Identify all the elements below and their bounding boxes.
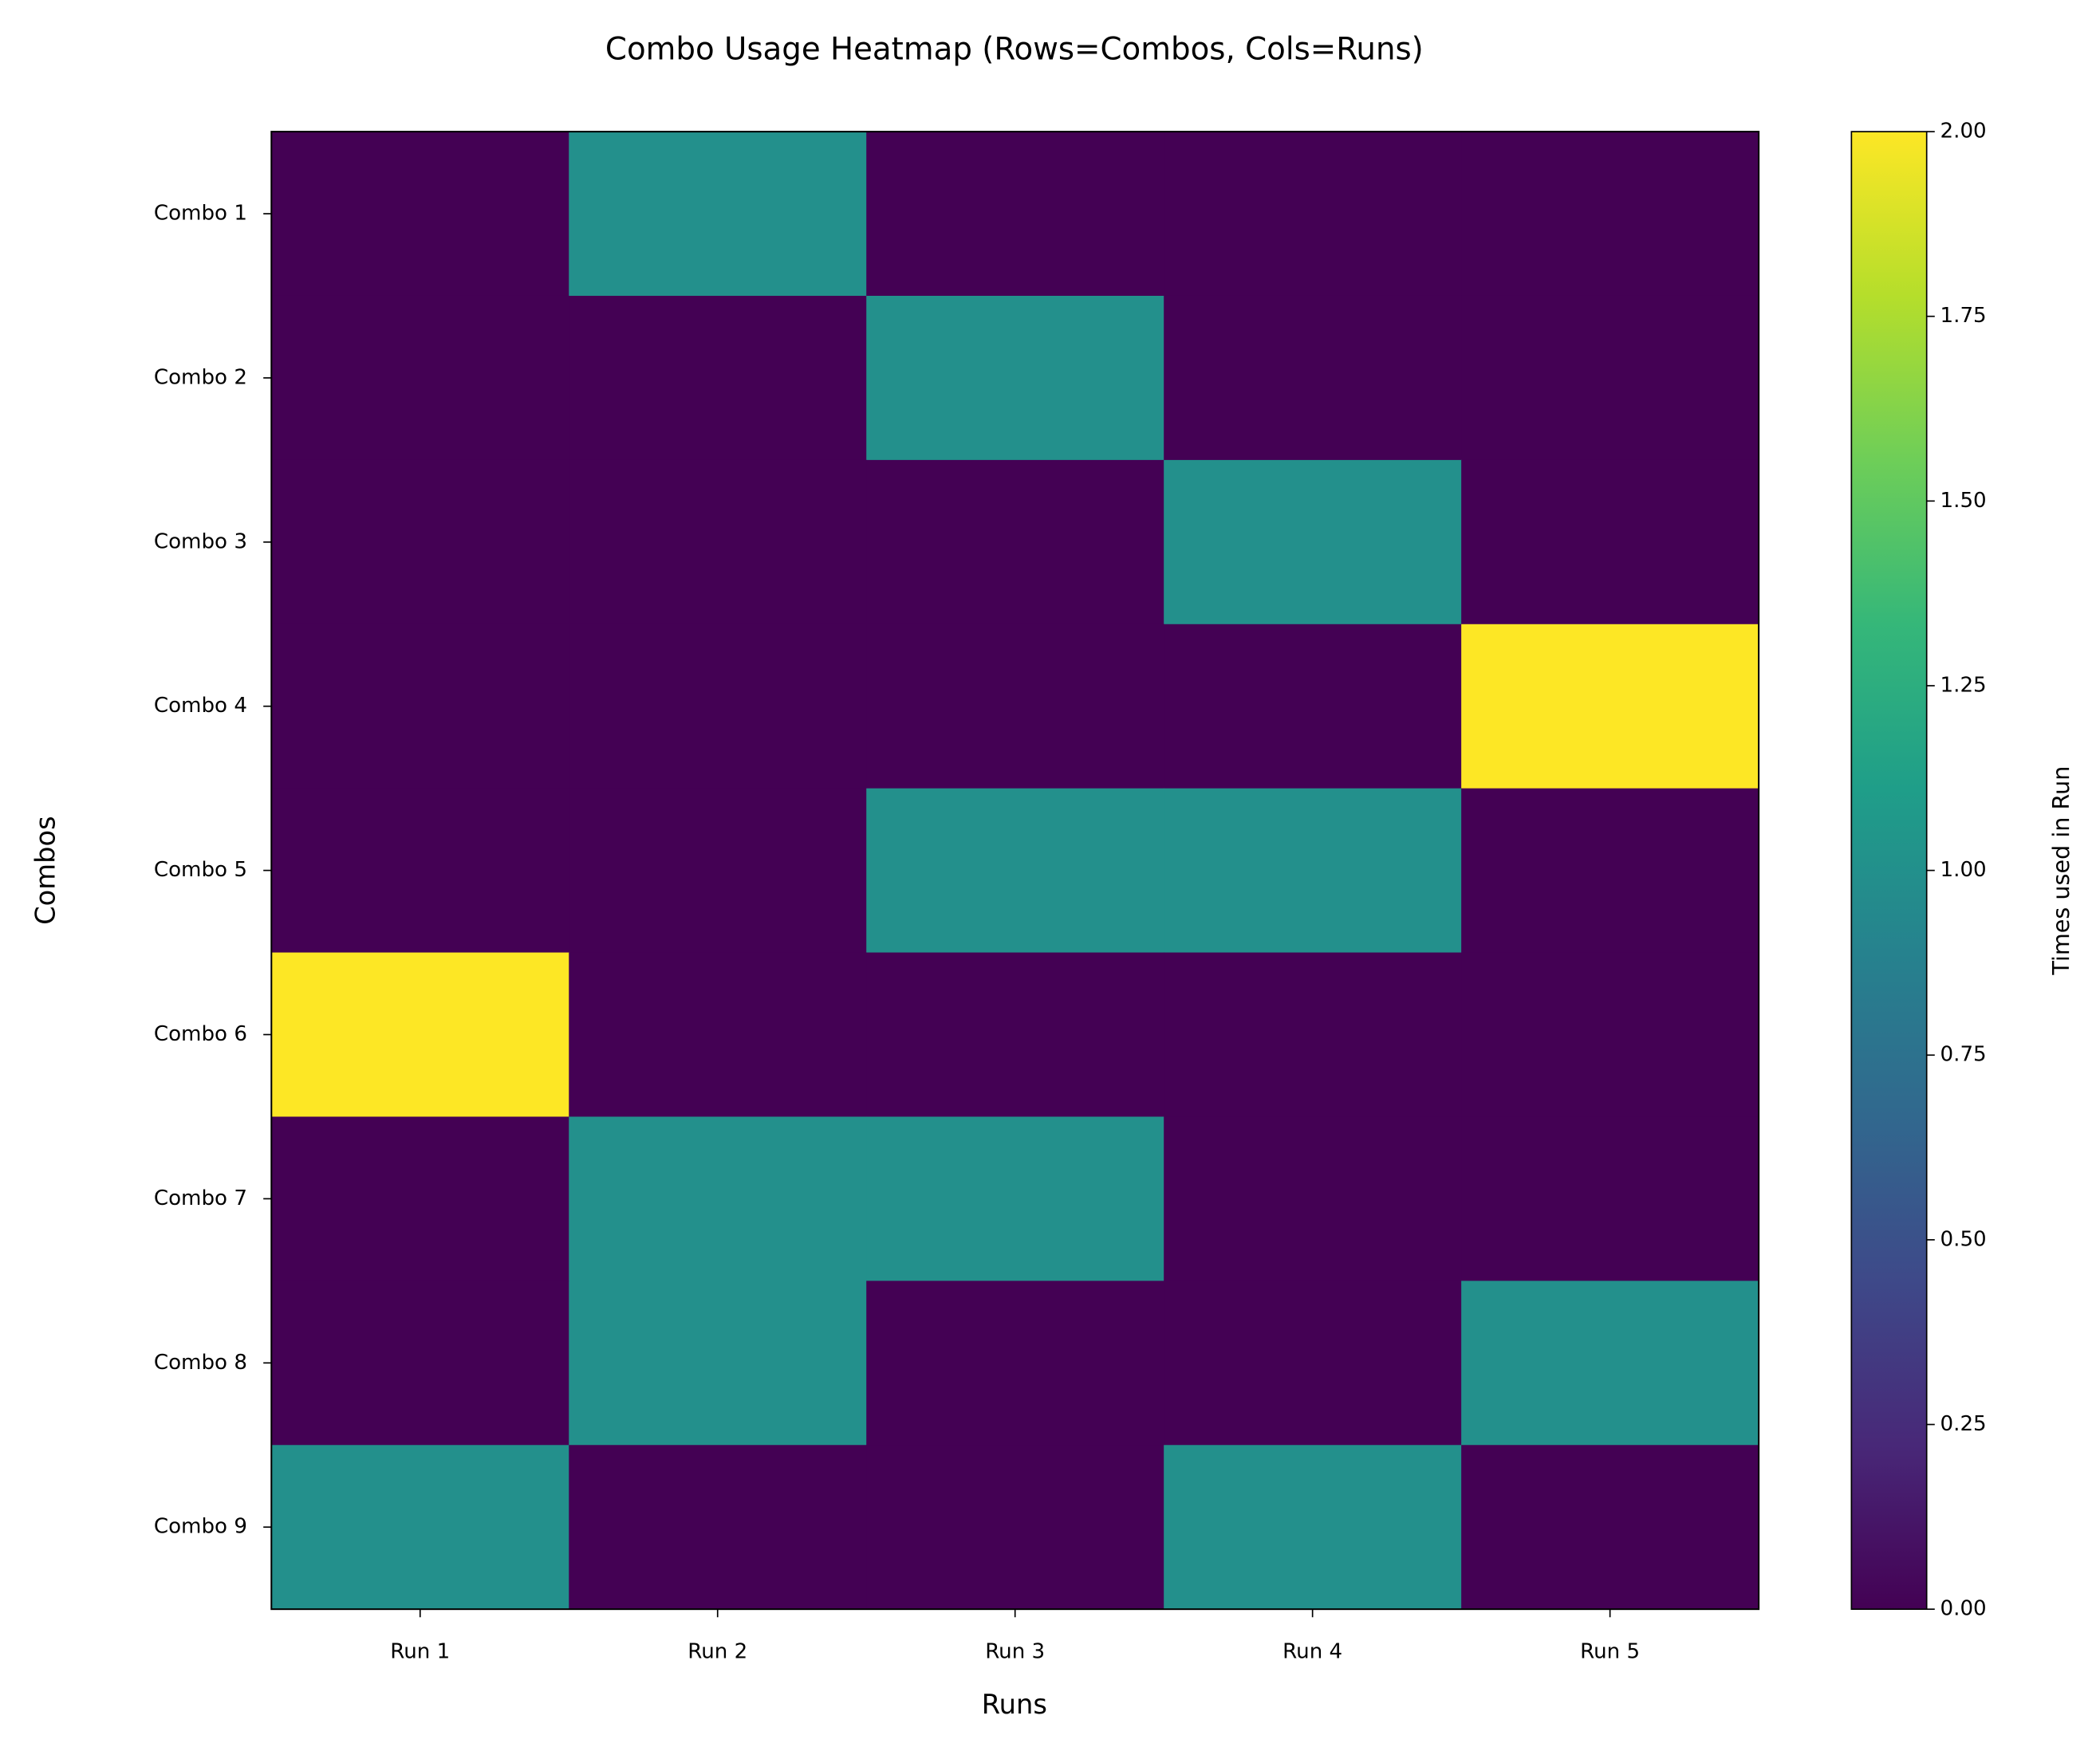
y-tick-label: Combo 2	[154, 365, 247, 389]
x-tick-label: Run 4	[1282, 1640, 1342, 1664]
heatmap-cell	[1461, 1116, 1759, 1282]
heatmap-cell	[1164, 132, 1462, 297]
y-tick-label: Combo 5	[154, 858, 247, 882]
heatmap-cell	[866, 624, 1165, 789]
colorbar-tick-label: 1.75	[1940, 304, 1987, 328]
colorbar-title: Times used in Run	[2047, 766, 2074, 976]
heatmap-cell	[866, 1281, 1165, 1446]
heatmap-cell	[569, 952, 868, 1118]
heatmap-cell	[1164, 624, 1462, 789]
y-tick-label: Combo 4	[154, 694, 247, 718]
colorbar	[1850, 131, 1928, 1611]
heatmap-cell	[1461, 788, 1759, 954]
colorbar-tick-label: 0.75	[1940, 1043, 1987, 1067]
heatmap-cell	[866, 132, 1165, 297]
heatmap-cell	[1164, 1445, 1462, 1611]
colorbar-tick-label: 1.25	[1940, 673, 1987, 697]
heatmap-cell	[271, 624, 570, 789]
heatmap-cell	[1461, 1281, 1759, 1446]
heatmap-cell	[1461, 1445, 1759, 1611]
y-axis-title: Combos	[30, 816, 61, 925]
x-tick-label: Run 2	[688, 1640, 747, 1664]
heatmap-cell	[1164, 295, 1462, 461]
heatmap-cell	[866, 459, 1165, 625]
heatmap-cell	[866, 1116, 1165, 1282]
heatmap-cell	[271, 132, 570, 297]
y-tick-label: Combo 3	[154, 529, 247, 553]
heatmap-cell	[271, 1445, 570, 1611]
heatmap-cell	[1164, 788, 1462, 954]
colorbar-tick-label: 1.50	[1940, 489, 1987, 513]
heatmap-cell	[271, 295, 570, 461]
chart-title: Combo Usage Heatmap (Rows=Combos, Cols=R…	[605, 32, 1424, 68]
heatmap-cell	[569, 295, 868, 461]
y-tick-label: Combo 6	[154, 1022, 247, 1046]
heatmap-cell	[1461, 132, 1759, 297]
colorbar-tick-label: 0.25	[1940, 1412, 1987, 1436]
y-tick-label: Combo 9	[154, 1515, 247, 1539]
colorbar-tick-label: 1.00	[1940, 858, 1987, 882]
heatmap-cell	[569, 459, 868, 625]
heatmap-cell	[569, 1281, 868, 1446]
heatmap-cell	[866, 295, 1165, 461]
heatmap-cell	[1164, 952, 1462, 1118]
heatmap-cell	[1461, 295, 1759, 461]
heatmap-cell	[866, 1445, 1165, 1611]
x-axis-title: Runs	[982, 1689, 1047, 1720]
x-tick-label: Run 3	[985, 1640, 1045, 1664]
heatmap-cell	[271, 1116, 570, 1282]
colorbar-tick-label: 0.00	[1940, 1597, 1987, 1621]
x-tick-label: Run 1	[390, 1640, 450, 1664]
heatmap-cell	[1164, 1116, 1462, 1282]
heatmap-cell	[569, 788, 868, 954]
heatmap-cell	[271, 952, 570, 1118]
heatmap-cell	[569, 1116, 868, 1282]
heatmap-cell	[569, 624, 868, 789]
heatmap-cell	[1461, 952, 1759, 1118]
heatmap-cell	[271, 459, 570, 625]
heatmap-cell	[1461, 624, 1759, 789]
heatmap-cell	[866, 952, 1165, 1118]
heatmap-cell	[1164, 459, 1462, 625]
heatmap-cell	[569, 132, 868, 297]
colorbar-tick-label: 2.00	[1940, 120, 1987, 144]
heatmap-cell	[1164, 1281, 1462, 1446]
heatmap-cell	[569, 1445, 868, 1611]
y-tick-label: Combo 8	[154, 1351, 247, 1375]
y-tick-label: Combo 7	[154, 1186, 247, 1210]
heatmap-cell	[866, 788, 1165, 954]
heatmap-cell	[1461, 459, 1759, 625]
colorbar-tick-label: 0.50	[1940, 1227, 1987, 1251]
x-tick-label: Run 5	[1580, 1640, 1640, 1664]
heatmap-cell	[271, 1281, 570, 1446]
y-tick-label: Combo 1	[154, 202, 247, 226]
heatmap-cell	[271, 788, 570, 954]
